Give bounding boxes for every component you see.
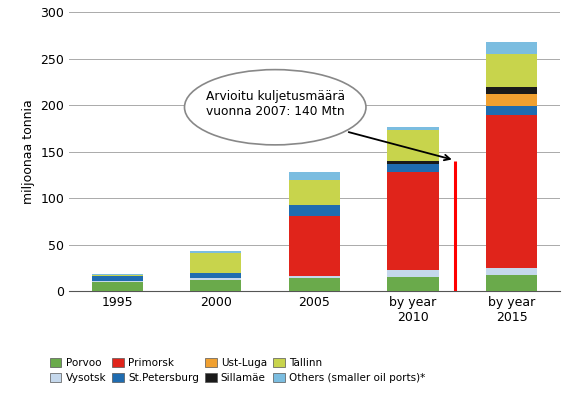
Bar xyxy=(190,251,241,253)
Bar xyxy=(486,94,537,106)
Bar xyxy=(92,276,143,281)
Bar xyxy=(388,277,439,291)
Bar xyxy=(486,275,537,291)
Bar xyxy=(92,282,143,291)
Bar xyxy=(486,115,537,268)
Bar xyxy=(190,253,241,272)
Bar xyxy=(190,280,241,291)
Bar xyxy=(388,172,439,270)
Bar xyxy=(388,164,439,172)
Y-axis label: miljoonaa tonnia: miljoonaa tonnia xyxy=(22,99,35,204)
Bar xyxy=(289,172,340,180)
Bar xyxy=(289,278,340,291)
Bar xyxy=(486,54,537,87)
Ellipse shape xyxy=(185,69,366,145)
Bar xyxy=(289,205,340,216)
Bar xyxy=(289,276,340,278)
Bar xyxy=(289,180,340,205)
Bar xyxy=(92,281,143,282)
Bar xyxy=(486,87,537,94)
Bar xyxy=(486,42,537,54)
Legend: Porvoo, Vysotsk, Primorsk, St.Petersburg, Ust-Luga, Sillamäe, Tallinn, Others (s: Porvoo, Vysotsk, Primorsk, St.Petersburg… xyxy=(50,358,425,384)
Bar xyxy=(388,270,439,277)
Bar xyxy=(486,268,537,275)
Bar xyxy=(388,161,439,164)
Bar xyxy=(486,106,537,115)
Bar xyxy=(190,278,241,280)
Bar xyxy=(388,131,439,161)
Bar xyxy=(388,127,439,131)
Bar xyxy=(289,216,340,276)
Text: Arvioitu kuljetusmäärä
vuonna 2007: 140 Mtn: Arvioitu kuljetusmäärä vuonna 2007: 140 … xyxy=(206,90,344,119)
Bar xyxy=(190,272,241,278)
Bar xyxy=(92,275,143,276)
